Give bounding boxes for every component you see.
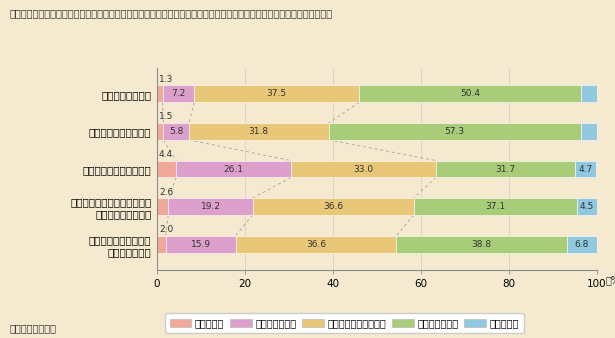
Bar [194, 86, 359, 102]
Text: 4.7: 4.7 [579, 165, 593, 173]
Bar [189, 123, 329, 140]
Text: 31.8: 31.8 [249, 127, 269, 136]
Text: 26.1: 26.1 [224, 165, 244, 173]
Bar [162, 86, 194, 102]
Bar [164, 123, 189, 140]
Text: 5.8: 5.8 [169, 127, 183, 136]
Text: 1.3: 1.3 [159, 75, 173, 84]
Text: 7.2: 7.2 [171, 89, 186, 98]
Text: 37.1: 37.1 [485, 202, 506, 211]
Text: 19.2: 19.2 [200, 202, 220, 211]
Bar [169, 198, 253, 215]
Legend: あてはまる, ややあてはまる, あまりあてはまらない, あてはまらない, わからない: あてはまる, ややあてはまる, あまりあてはまらない, あてはまらない, わから… [165, 313, 524, 333]
Bar [359, 86, 581, 102]
Bar [165, 236, 236, 252]
Text: 36.6: 36.6 [323, 202, 343, 211]
Bar [236, 236, 397, 252]
Text: 57.3: 57.3 [445, 127, 465, 136]
Text: 6.8: 6.8 [575, 240, 589, 249]
Text: 33.0: 33.0 [354, 165, 373, 173]
Text: （%）: （%） [605, 275, 615, 285]
Text: 15.9: 15.9 [191, 240, 211, 249]
Text: 問　「人口減少社会、少子高齢化社会」に対するイメージについて、あなたの考えに近いものをそれぞれお答えください。: 問 「人口減少社会、少子高齢化社会」に対するイメージについて、あなたの考えに近い… [9, 8, 332, 19]
Bar [414, 198, 577, 215]
Bar [157, 86, 162, 102]
Bar [567, 236, 597, 252]
Text: 2.6: 2.6 [159, 188, 173, 197]
Text: 38.8: 38.8 [472, 240, 492, 249]
Text: 2.0: 2.0 [159, 225, 173, 234]
Bar [176, 161, 291, 177]
Bar [581, 123, 597, 140]
Bar [157, 161, 176, 177]
Bar [157, 123, 164, 140]
Bar [577, 198, 597, 215]
Text: 37.5: 37.5 [266, 89, 287, 98]
Bar [329, 123, 581, 140]
Bar [253, 198, 414, 215]
Bar [436, 161, 576, 177]
Text: 4.5: 4.5 [579, 202, 593, 211]
Bar [397, 236, 567, 252]
Bar [576, 161, 596, 177]
Bar [157, 198, 169, 215]
Text: 資料）国土交通省: 資料）国土交通省 [9, 323, 56, 333]
Text: 31.7: 31.7 [496, 165, 516, 173]
Text: 1.5: 1.5 [159, 113, 173, 121]
Bar [157, 236, 165, 252]
Bar [291, 161, 436, 177]
Text: 50.4: 50.4 [460, 89, 480, 98]
Text: 4.4: 4.4 [159, 150, 173, 159]
Bar [581, 86, 597, 102]
Text: 36.6: 36.6 [306, 240, 326, 249]
